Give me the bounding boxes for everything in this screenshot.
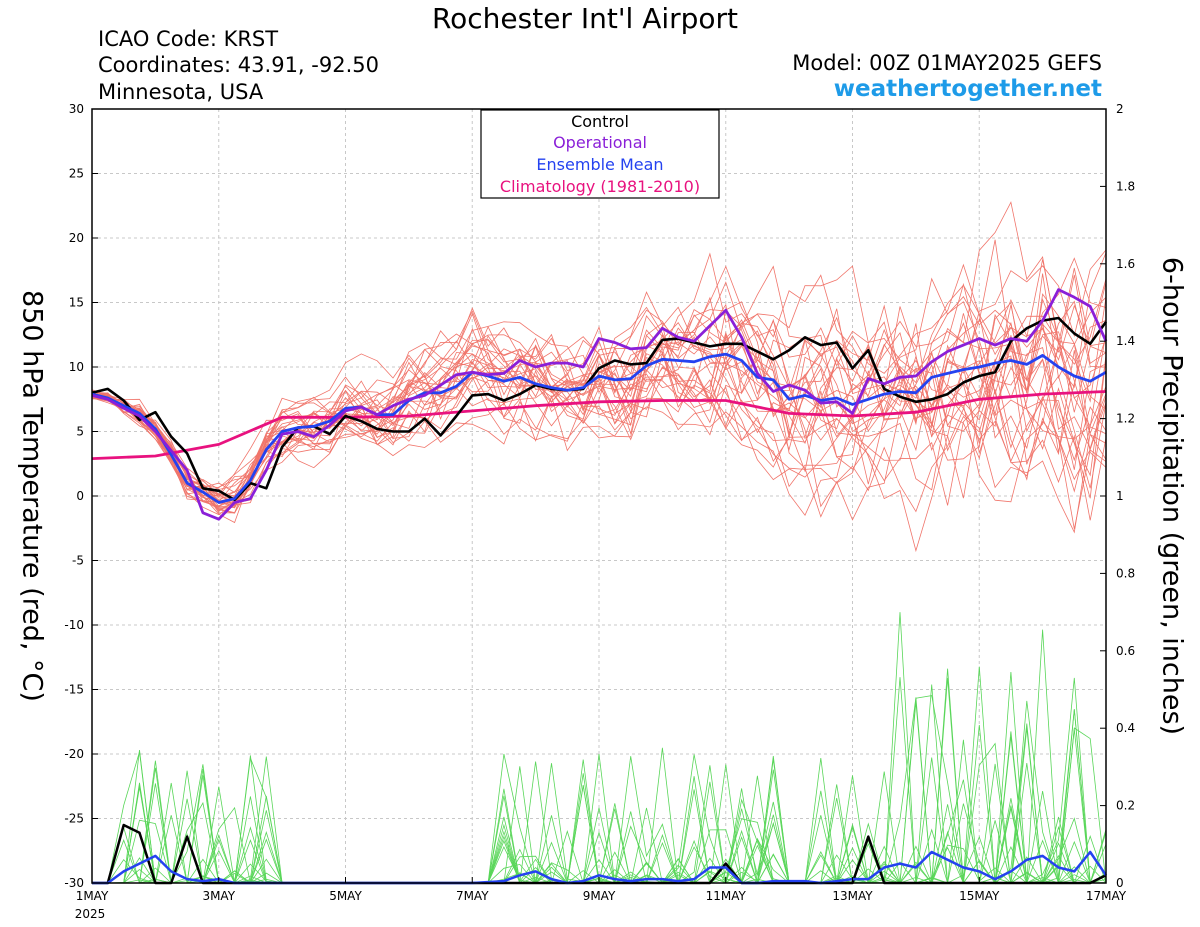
y-right-tick-label: 0.6 <box>1116 644 1135 658</box>
temp-member-line <box>91 293 1107 489</box>
left-axis-ticks: -30 -25 -20 -15 -10 -5 0 5 10 15 20 25 30 <box>64 102 98 890</box>
y-left-tick-label: -5 <box>72 554 84 568</box>
y-axis-right-label: 6-hour Precipitation (green, inches) <box>1156 256 1188 736</box>
x-tick-label: 1MAY <box>76 889 109 903</box>
y-left-tick-label: -10 <box>64 618 84 632</box>
y-left-tick-label: 15 <box>69 296 84 310</box>
chart-title: Rochester Int'l Airport <box>431 2 739 35</box>
legend-label-ensemble-mean: Ensemble Mean <box>536 155 663 174</box>
temp-member-line <box>91 319 1107 503</box>
y-right-tick-label: 0.8 <box>1116 566 1135 580</box>
y-right-tick-label: 1.8 <box>1116 179 1135 193</box>
y-right-tick-label: 0 <box>1116 876 1124 890</box>
y-left-tick-label: -20 <box>64 747 84 761</box>
temp-member-line <box>91 252 1107 497</box>
ensemble-mean-temp-line <box>91 352 1107 504</box>
right-axis-ticks: 0 0.2 0.4 0.6 0.8 1 1.2 1.4 1.6 1.8 2 <box>1100 102 1135 890</box>
y-left-tick-label: 30 <box>69 102 84 116</box>
y-axis-left-label: 850 hPa Temperature (red, °C) <box>16 290 48 702</box>
x-tick-label: 15MAY <box>959 889 1000 903</box>
model-run: Model: 00Z 01MAY2025 GEFS <box>792 51 1102 75</box>
x-tick-label: 7MAY <box>456 889 489 903</box>
coordinates: Coordinates: 43.91, -92.50 <box>98 53 379 77</box>
precip-member-line <box>92 755 1106 884</box>
temp-member-line <box>91 249 1107 508</box>
y-left-tick-label: 25 <box>69 167 84 181</box>
y-left-tick-label: 20 <box>69 231 84 245</box>
y-left-tick-label: -30 <box>64 876 84 890</box>
x-tick-year-label: 2025 <box>75 907 106 921</box>
temp-member-line <box>91 291 1107 504</box>
temp-member-line <box>91 259 1107 507</box>
y-left-tick-label: 0 <box>76 489 84 503</box>
y-right-tick-label: 1.6 <box>1116 257 1135 271</box>
legend-box <box>480 109 720 199</box>
y-left-tick-label: -25 <box>64 812 84 826</box>
x-tick-label: 17MAY <box>1086 889 1127 903</box>
temp-member-line <box>91 201 1107 493</box>
brand-logo-text[interactable]: weathertogether.net <box>833 76 1102 102</box>
x-tick-label: 9MAY <box>583 889 616 903</box>
y-right-tick-label: 0.4 <box>1116 721 1135 735</box>
legend: Control Operational Ensemble Mean Climat… <box>480 109 720 199</box>
operational-temp-line <box>91 288 1108 521</box>
y-left-tick-label: 10 <box>69 360 84 374</box>
x-axis-ticks: 1MAY 2025 3MAY 5MAY 7MAY 9MAY 11MAY 13MAY 15MAY 1… <box>75 877 1127 921</box>
legend-label-control: Control <box>571 112 629 131</box>
x-tick-label: 13MAY <box>832 889 873 903</box>
temp-member-line <box>91 239 1107 503</box>
x-tick-label: 3MAY <box>202 889 235 903</box>
x-tick-label: 5MAY <box>329 889 362 903</box>
temp-member-line <box>91 296 1107 513</box>
icao-code: ICAO Code: KRST <box>98 27 279 51</box>
climatology-temp-line <box>91 390 1107 460</box>
legend-label-operational: Operational <box>553 133 647 152</box>
y-right-tick-label: 0.2 <box>1116 799 1135 813</box>
control-temp-line <box>91 316 1108 502</box>
y-right-tick-label: 1 <box>1116 489 1124 503</box>
y-right-tick-label: 1.4 <box>1116 334 1135 348</box>
y-left-tick-label: 5 <box>76 425 84 439</box>
location: Minnesota, USA <box>98 80 264 104</box>
x-tick-label: 11MAY <box>706 889 747 903</box>
legend-label-climatology: Climatology (1981-2010) <box>500 177 700 196</box>
temp-member-line <box>91 277 1107 502</box>
y-left-tick-label: -15 <box>64 683 84 697</box>
y-right-tick-label: 1.2 <box>1116 412 1135 426</box>
y-right-tick-label: 2 <box>1116 102 1124 116</box>
